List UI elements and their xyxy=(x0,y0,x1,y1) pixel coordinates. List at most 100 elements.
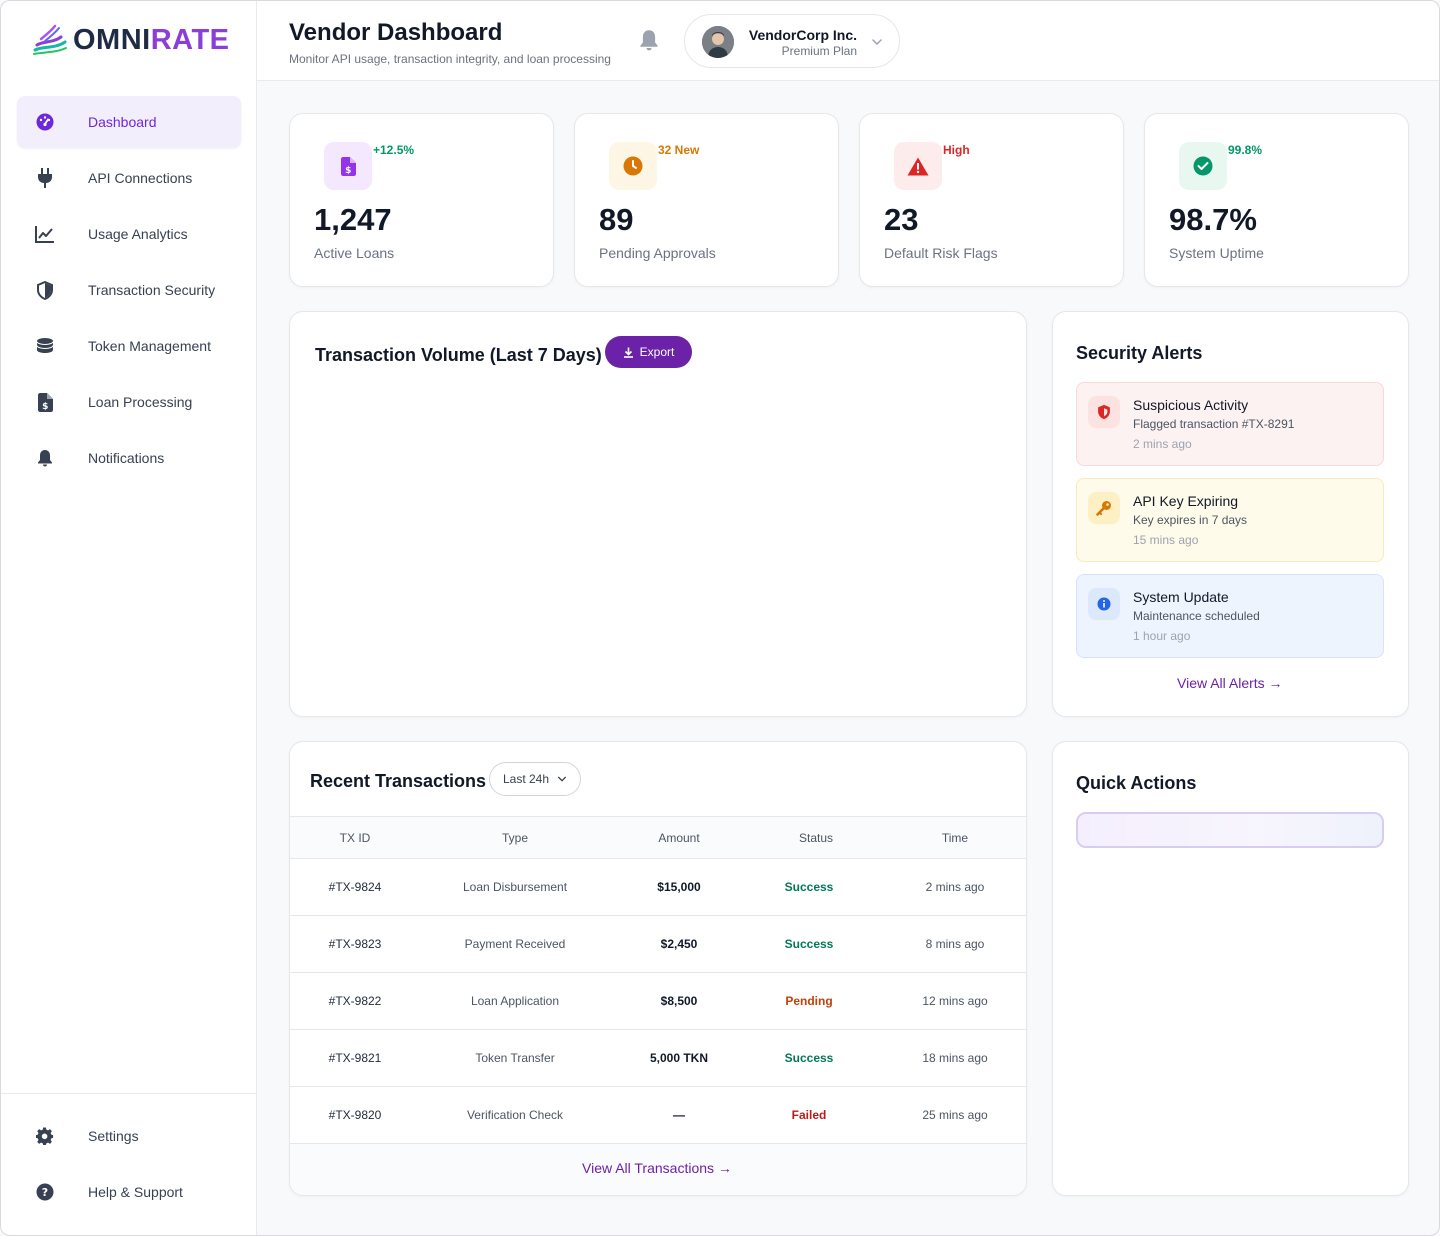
download-icon xyxy=(623,347,633,358)
quick-actions-card: Quick Actions xyxy=(1052,741,1409,1196)
sidebar-item-label: Transaction Security xyxy=(88,282,216,298)
notification-bell-icon[interactable] xyxy=(639,29,659,56)
check-circle-icon xyxy=(1179,142,1227,190)
security-alerts-card: Security Alerts Suspicious Activity Flag… xyxy=(1052,311,1409,717)
tx-id: #TX-9823 xyxy=(290,915,420,973)
alert-time: 2 mins ago xyxy=(1133,437,1192,451)
stat-value: 1,247 xyxy=(314,202,392,237)
stat-card-system-uptime[interactable]: 99.8% 98.7% System Uptime xyxy=(1144,113,1409,287)
sidebar-item-notifications[interactable]: Notifications xyxy=(17,432,241,484)
tx-id: #TX-9821 xyxy=(290,1029,420,1087)
tx-type: Token Transfer xyxy=(420,1029,610,1087)
stat-caption: Active Loans xyxy=(314,245,395,261)
dropdown-label: Last 24h xyxy=(502,772,550,786)
stat-card-active-loans[interactable]: $ +12.5% 1,247 Active Loans xyxy=(289,113,554,287)
column-header[interactable]: Amount xyxy=(610,816,748,859)
sidebar-item-usage-analytics[interactable]: Usage Analytics xyxy=(17,208,241,260)
shield-icon xyxy=(35,280,55,300)
alert-title: API Key Expiring xyxy=(1133,493,1239,509)
clock-icon xyxy=(609,142,657,190)
stat-card-pending-approvals[interactable]: 32 New 89 Pending Approvals xyxy=(574,113,839,287)
omnirate-logo-icon xyxy=(33,24,67,55)
dashboard-gauge-icon xyxy=(35,112,55,132)
export-button[interactable]: Export xyxy=(605,336,692,368)
sidebar-bottom: Settings ? Help & Support xyxy=(1,1093,257,1222)
time-range-dropdown[interactable]: Last 24h xyxy=(489,762,581,796)
alert-title: System Update xyxy=(1133,589,1229,605)
alert-item[interactable]: Suspicious Activity Flagged transaction … xyxy=(1076,382,1384,466)
table-row[interactable]: #TX-9821 Token Transfer 5,000 TKN Succes… xyxy=(290,1029,1026,1087)
tx-time: 8 mins ago xyxy=(884,915,1026,973)
sidebar-item-api-connections[interactable]: API Connections xyxy=(17,152,241,204)
svg-text:$: $ xyxy=(42,402,48,412)
sidebar-item-help-support[interactable]: ? Help & Support xyxy=(17,1166,241,1218)
sidebar-item-label: Notifications xyxy=(88,450,165,466)
alert-title: Suspicious Activity xyxy=(1133,397,1249,413)
tx-amount: — xyxy=(610,1086,748,1144)
table-row[interactable]: #TX-9822 Loan Application $8,500 Pending… xyxy=(290,972,1026,1030)
tx-amount: $8,500 xyxy=(610,972,748,1030)
coins-icon xyxy=(35,336,55,356)
transaction-volume-card: Transaction Volume (Last 7 Days) Export xyxy=(289,311,1027,717)
sidebar-nav: Dashboard API Connections Usage Analytic… xyxy=(17,96,241,488)
view-all-transactions-link[interactable]: View All Transactions → xyxy=(582,1160,732,1176)
tx-status: Pending xyxy=(748,972,884,1030)
account-plan: Premium Plan xyxy=(781,44,857,58)
column-header[interactable]: Status xyxy=(748,816,884,859)
export-label: Export xyxy=(639,345,675,359)
quick-action-placeholder[interactable] xyxy=(1076,812,1384,848)
table-row[interactable]: #TX-9823 Payment Received $2,450 Success… xyxy=(290,915,1026,973)
column-header[interactable]: Time xyxy=(884,816,1026,859)
stat-card-default-risk[interactable]: High 23 Default Risk Flags xyxy=(859,113,1124,287)
sidebar-item-label: Help & Support xyxy=(88,1184,183,1200)
sidebar: OMNIRATE Dashboard API Connections Usage… xyxy=(1,1,257,1235)
chevron-down-icon xyxy=(558,776,567,782)
table-row[interactable]: #TX-9824 Loan Disbursement $15,000 Succe… xyxy=(290,858,1026,916)
tx-amount: $2,450 xyxy=(610,915,748,973)
alert-item[interactable]: API Key Expiring Key expires in 7 days 1… xyxy=(1076,478,1384,562)
tx-type: Verification Check xyxy=(420,1086,610,1144)
brand-name: OMNIRATE xyxy=(73,23,230,56)
column-header[interactable]: TX ID xyxy=(290,816,420,859)
line-chart-icon xyxy=(35,224,55,244)
tx-time: 25 mins ago xyxy=(884,1086,1026,1144)
stat-caption: Default Risk Flags xyxy=(884,245,998,261)
account-name: VendorCorp Inc. xyxy=(748,27,857,43)
sidebar-item-token-management[interactable]: Token Management xyxy=(17,320,241,372)
page-title: Vendor Dashboard xyxy=(289,19,503,46)
account-switcher[interactable]: VendorCorp Inc. Premium Plan xyxy=(684,14,900,68)
sidebar-item-dashboard[interactable]: Dashboard xyxy=(17,96,241,148)
sidebar-item-label: Usage Analytics xyxy=(88,226,188,242)
alert-description: Flagged transaction #TX-8291 xyxy=(1133,417,1295,431)
shield-alert-icon xyxy=(1088,396,1120,428)
recent-transactions-card: Recent Transactions Last 24h TX ID Type … xyxy=(289,741,1027,1196)
tx-time: 2 mins ago xyxy=(884,858,1026,916)
view-all-alerts-link[interactable]: View All Alerts → xyxy=(1177,675,1283,691)
tx-id: #TX-9824 xyxy=(290,858,420,916)
table-footer xyxy=(290,1144,1026,1195)
alert-time: 15 mins ago xyxy=(1133,533,1199,547)
info-icon xyxy=(1088,588,1120,620)
question-circle-icon: ? xyxy=(35,1182,55,1202)
sidebar-item-label: Dashboard xyxy=(88,114,157,130)
sidebar-item-settings[interactable]: Settings xyxy=(17,1110,241,1162)
column-header[interactable]: Type xyxy=(420,816,610,859)
dollar-file-icon: $ xyxy=(324,142,372,190)
tx-amount: $15,000 xyxy=(610,858,748,916)
stat-value: 89 xyxy=(599,202,634,237)
stat-value: 23 xyxy=(884,202,919,237)
brand-logo[interactable]: OMNIRATE xyxy=(31,23,230,57)
alert-time: 1 hour ago xyxy=(1133,629,1191,643)
section-title: Security Alerts xyxy=(1076,343,1203,363)
table-row[interactable]: #TX-9820 Verification Check — Failed 25 … xyxy=(290,1086,1026,1144)
sidebar-item-loan-processing[interactable]: $ Loan Processing xyxy=(17,376,241,428)
tx-type: Loan Disbursement xyxy=(420,858,610,916)
dollar-file-icon: $ xyxy=(35,392,55,412)
sidebar-item-transaction-security[interactable]: Transaction Security xyxy=(17,264,241,316)
transactions-table: TX ID Type Amount Status Time #TX-9824 L… xyxy=(290,816,1026,1144)
alert-item[interactable]: System Update Maintenance scheduled 1 ho… xyxy=(1076,574,1384,658)
key-icon xyxy=(1088,492,1120,524)
tx-status: Failed xyxy=(748,1086,884,1144)
chevron-down-icon xyxy=(871,35,883,53)
